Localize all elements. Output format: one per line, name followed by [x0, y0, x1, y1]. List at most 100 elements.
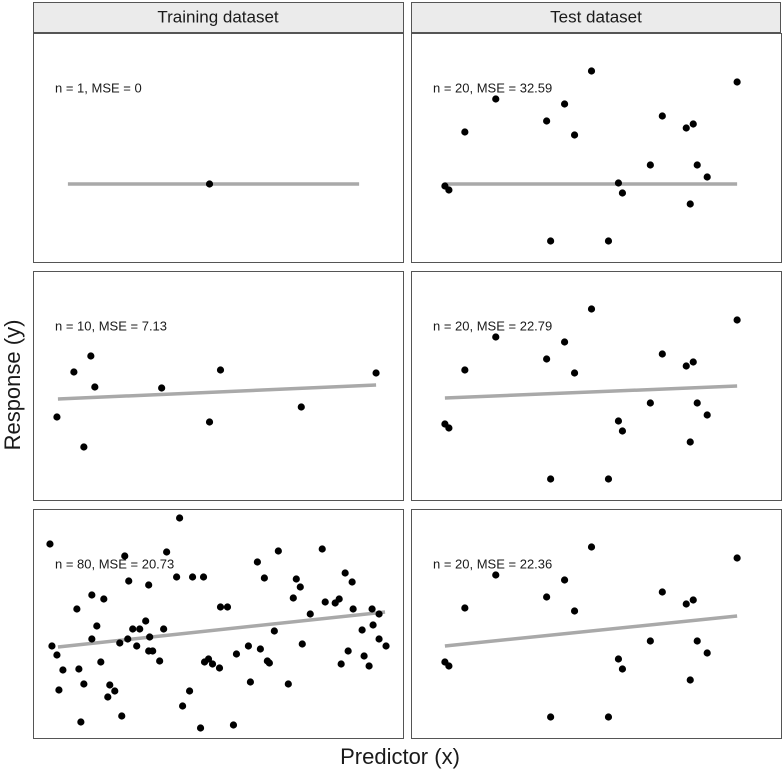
- point: [682, 124, 690, 132]
- point: [215, 664, 224, 672]
- point: [703, 173, 711, 181]
- column-title: Training dataset: [157, 7, 279, 26]
- point: [188, 573, 197, 581]
- point: [614, 655, 623, 663]
- point: [703, 649, 711, 657]
- point: [570, 369, 579, 377]
- point: [689, 120, 697, 128]
- point: [368, 605, 376, 613]
- point: [199, 573, 208, 581]
- column-title: Test dataset: [550, 7, 642, 26]
- point: [129, 625, 137, 633]
- point: [136, 625, 144, 633]
- point: [547, 475, 555, 483]
- point: [461, 604, 469, 612]
- point: [686, 438, 694, 446]
- point: [543, 593, 551, 601]
- point: [216, 603, 225, 611]
- point: [284, 680, 292, 688]
- point: [274, 547, 282, 555]
- point: [560, 338, 569, 346]
- point: [253, 558, 261, 566]
- point: [87, 352, 95, 360]
- point: [618, 665, 627, 673]
- point: [369, 621, 377, 629]
- point: [296, 583, 304, 591]
- point: [461, 366, 469, 374]
- point: [658, 112, 666, 120]
- point: [260, 574, 268, 582]
- point: [733, 316, 741, 324]
- point: [178, 702, 187, 710]
- point: [104, 693, 112, 701]
- panel: [411, 33, 782, 263]
- point: [658, 350, 666, 358]
- point: [382, 642, 390, 650]
- point: [587, 67, 596, 75]
- point: [216, 366, 225, 374]
- point: [372, 369, 380, 377]
- point: [80, 443, 88, 451]
- panel: [33, 509, 404, 739]
- point: [146, 633, 154, 641]
- point: [733, 554, 741, 562]
- fit-line: [57, 610, 386, 649]
- x-axis-label: Predictor (x): [340, 744, 460, 769]
- point: [348, 578, 356, 586]
- point: [646, 399, 654, 407]
- point: [116, 639, 124, 647]
- point: [118, 712, 126, 720]
- point: [125, 577, 133, 585]
- point: [461, 128, 469, 136]
- point: [70, 368, 78, 376]
- point: [48, 642, 56, 650]
- point: [543, 117, 551, 125]
- point: [75, 665, 83, 673]
- point: [77, 718, 85, 726]
- point: [560, 100, 569, 108]
- point: [547, 237, 555, 245]
- annotation: n = 80, MSE = 20.73: [55, 556, 174, 571]
- point: [229, 721, 238, 729]
- point: [306, 610, 314, 618]
- point: [53, 413, 61, 421]
- point: [733, 78, 741, 86]
- point: [618, 427, 627, 435]
- point: [689, 596, 697, 604]
- point: [492, 95, 500, 103]
- point: [570, 131, 579, 139]
- annotation: n = 20, MSE = 22.36: [433, 556, 552, 571]
- point: [321, 598, 329, 606]
- point: [693, 399, 701, 407]
- point: [341, 569, 349, 577]
- panel: [411, 509, 782, 739]
- annotation: n = 20, MSE = 32.59: [433, 80, 552, 95]
- point: [97, 658, 105, 666]
- annotation: n = 20, MSE = 22.79: [433, 318, 552, 333]
- point: [80, 680, 88, 688]
- point: [587, 543, 596, 551]
- point: [145, 647, 153, 655]
- point: [375, 610, 383, 618]
- point: [344, 647, 352, 655]
- point: [547, 713, 555, 721]
- point: [200, 658, 209, 666]
- point: [91, 383, 99, 391]
- point: [604, 713, 613, 721]
- point: [587, 305, 596, 313]
- point: [358, 626, 366, 634]
- point: [244, 642, 253, 650]
- fit-line: [57, 383, 377, 401]
- point: [100, 595, 108, 603]
- y-axis-label: Response (y): [0, 320, 25, 451]
- point: [492, 333, 500, 341]
- point: [88, 635, 96, 643]
- point: [445, 424, 453, 432]
- point: [208, 660, 217, 668]
- point: [658, 588, 666, 596]
- point: [703, 411, 711, 419]
- point: [604, 237, 613, 245]
- point: [145, 581, 153, 589]
- point: [53, 651, 61, 659]
- point: [223, 603, 232, 611]
